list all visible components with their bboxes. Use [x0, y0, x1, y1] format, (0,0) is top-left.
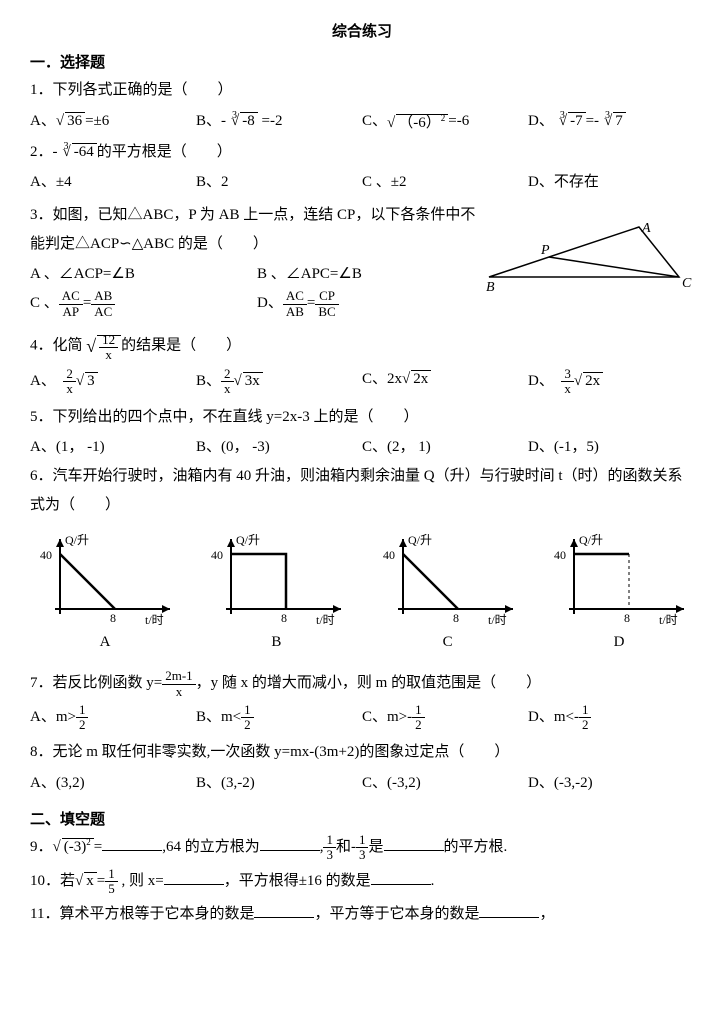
triangle-diagram: A B C P — [484, 222, 694, 292]
blank — [371, 869, 431, 885]
section2-heading: 二、填空题 — [30, 808, 694, 829]
q2-opt-d: D、不存在 — [528, 170, 694, 191]
question-10: 10．若√x=15 , 则 x=，平方根得±16 的数是. — [30, 867, 694, 897]
q5-opt-d: D、(-1，5) — [528, 435, 694, 456]
q1-opt-c: C、√（-6）2=-6 — [362, 109, 528, 132]
q3-opt-b: B 、∠APC=∠B — [257, 262, 484, 283]
svg-text:B: B — [486, 280, 495, 292]
page-title: 综合练习 — [30, 20, 694, 41]
q5-opt-c: C、(2， 1) — [362, 435, 528, 456]
q3-opt-c: C 、ACAP=ABAC — [30, 289, 257, 319]
svg-text:8: 8 — [281, 611, 287, 625]
svg-text:Q/升: Q/升 — [408, 533, 432, 547]
q4-opt-c: C、2x√2x — [362, 367, 528, 397]
question-5: 5．下列给出的四个点中，不在直线 y=2x-3 上的是（ ） — [30, 403, 694, 432]
q5-options: A、(1， -1) B、(0， -3) C、(2， 1) D、(-1，5) — [30, 435, 694, 456]
q1-options: A、√36=±6 B、-3√-8 =-2 C、√（-6）2=-6 D、3√-7=… — [30, 109, 694, 132]
q2-opt-c: C 、±2 — [362, 170, 528, 191]
q7-opt-a: A、m>12 — [30, 703, 196, 733]
blank — [260, 835, 320, 851]
blank — [384, 835, 444, 851]
svg-text:8: 8 — [624, 611, 630, 625]
chart-c-label: C — [373, 634, 523, 651]
question-4: 4．化简 √12x的结果是（ ） — [30, 329, 694, 363]
svg-text:C: C — [682, 276, 692, 291]
svg-text:t/时: t/时 — [659, 613, 678, 627]
blank — [164, 869, 224, 885]
q4-opt-b: B、2x√3x — [196, 367, 362, 397]
question-2: 2．-3√-64的平方根是（ ） — [30, 138, 694, 167]
question-7: 7．若反比例函数 y=2m-1x，y 随 x 的增大而减小，则 m 的取值范围是… — [30, 669, 694, 699]
chart-a: Q/升 40 8 t/时 A — [30, 529, 180, 651]
q4-options: A、 2x√3 B、2x√3x C、2x√2x D、 3x√2x — [30, 367, 694, 397]
svg-text:8: 8 — [110, 611, 116, 625]
svg-text:40: 40 — [554, 548, 566, 562]
chart-d: Q/升 40 8 t/时 D — [544, 529, 694, 651]
question-1: 1．下列各式正确的是（ ） — [30, 76, 694, 105]
q3-options-cd: C 、ACAP=ABAC D、ACAB=CPBC — [30, 289, 484, 319]
question-6: 6．汽车开始行驶时，油箱内有 40 升油，则油箱内剩余油量 Q（升）与行驶时间 … — [30, 462, 694, 519]
q8-opt-c: C、(-3,2) — [362, 771, 528, 792]
svg-text:40: 40 — [211, 548, 223, 562]
question-3-row: 3．如图，已知△ABC，P 为 AB 上一点，连结 CP，以下各条件中不能判定△… — [30, 197, 694, 325]
q2-opt-a: A、±4 — [30, 170, 196, 191]
chart-c: Q/升 40 8 t/时 C — [373, 529, 523, 651]
svg-text:40: 40 — [40, 548, 52, 562]
q7-opt-b: B、m<12 — [196, 703, 362, 733]
blank — [102, 835, 162, 851]
q7-opt-d: D、m<-12 — [528, 703, 694, 733]
question-9: 9．√(-3)2=,64 的立方根为,13和-13是的平方根. — [30, 833, 694, 863]
q4-opt-a: A、 2x√3 — [30, 367, 196, 397]
svg-text:40: 40 — [383, 548, 395, 562]
q8-opt-b: B、(3,-2) — [196, 771, 362, 792]
svg-text:8: 8 — [453, 611, 459, 625]
chart-d-label: D — [544, 634, 694, 651]
svg-text:Q/升: Q/升 — [236, 533, 260, 547]
q7-opt-c: C、m>-12 — [362, 703, 528, 733]
q7-options: A、m>12 B、m<12 C、m>-12 D、m<-12 — [30, 703, 694, 733]
q6-charts: Q/升 40 8 t/时 A Q/升 40 8 t/时 B Q/升 40 8 t… — [30, 529, 694, 651]
q8-opt-a: A、(3,2) — [30, 771, 196, 792]
q5-opt-b: B、(0， -3) — [196, 435, 362, 456]
blank — [479, 902, 539, 918]
q2-options: A、±4 B、2 C 、±2 D、不存在 — [30, 170, 694, 191]
question-3: 3．如图，已知△ABC，P 为 AB 上一点，连结 CP，以下各条件中不能判定△… — [30, 201, 484, 258]
q8-options: A、(3,2) B、(3,-2) C、(-3,2) D、(-3,-2) — [30, 771, 694, 792]
q5-opt-a: A、(1， -1) — [30, 435, 196, 456]
chart-a-label: A — [30, 634, 180, 651]
svg-text:P: P — [540, 243, 550, 258]
svg-text:Q/升: Q/升 — [579, 533, 603, 547]
q2-opt-b: B、2 — [196, 170, 362, 191]
chart-b: Q/升 40 8 t/时 B — [201, 529, 351, 651]
q3-options-ab: A 、∠ACP=∠B B 、∠APC=∠B — [30, 262, 484, 283]
blank — [254, 902, 314, 918]
q1-opt-a: A、√36=±6 — [30, 109, 196, 132]
q3-opt-a: A 、∠ACP=∠B — [30, 262, 257, 283]
svg-text:t/时: t/时 — [488, 613, 507, 627]
svg-text:t/时: t/时 — [145, 613, 164, 627]
question-11: 11．算术平方根等于它本身的数是，平方等于它本身的数是， — [30, 900, 694, 929]
svg-text:t/时: t/时 — [316, 613, 335, 627]
chart-b-label: B — [201, 634, 351, 651]
q8-opt-d: D、(-3,-2) — [528, 771, 694, 792]
svg-text:Q/升: Q/升 — [65, 533, 89, 547]
q1-opt-b: B、-3√-8 =-2 — [196, 109, 362, 132]
svg-text:A: A — [641, 222, 651, 236]
question-8: 8．无论 m 取任何非零实数,一次函数 y=mx-(3m+2)的图象过定点（ ） — [30, 738, 694, 767]
q4-opt-d: D、 3x√2x — [528, 367, 694, 397]
q3-opt-d: D、ACAB=CPBC — [257, 289, 484, 319]
section1-heading: 一．选择题 — [30, 51, 694, 72]
q1-opt-d: D、3√-7=-3√7 — [528, 109, 694, 132]
